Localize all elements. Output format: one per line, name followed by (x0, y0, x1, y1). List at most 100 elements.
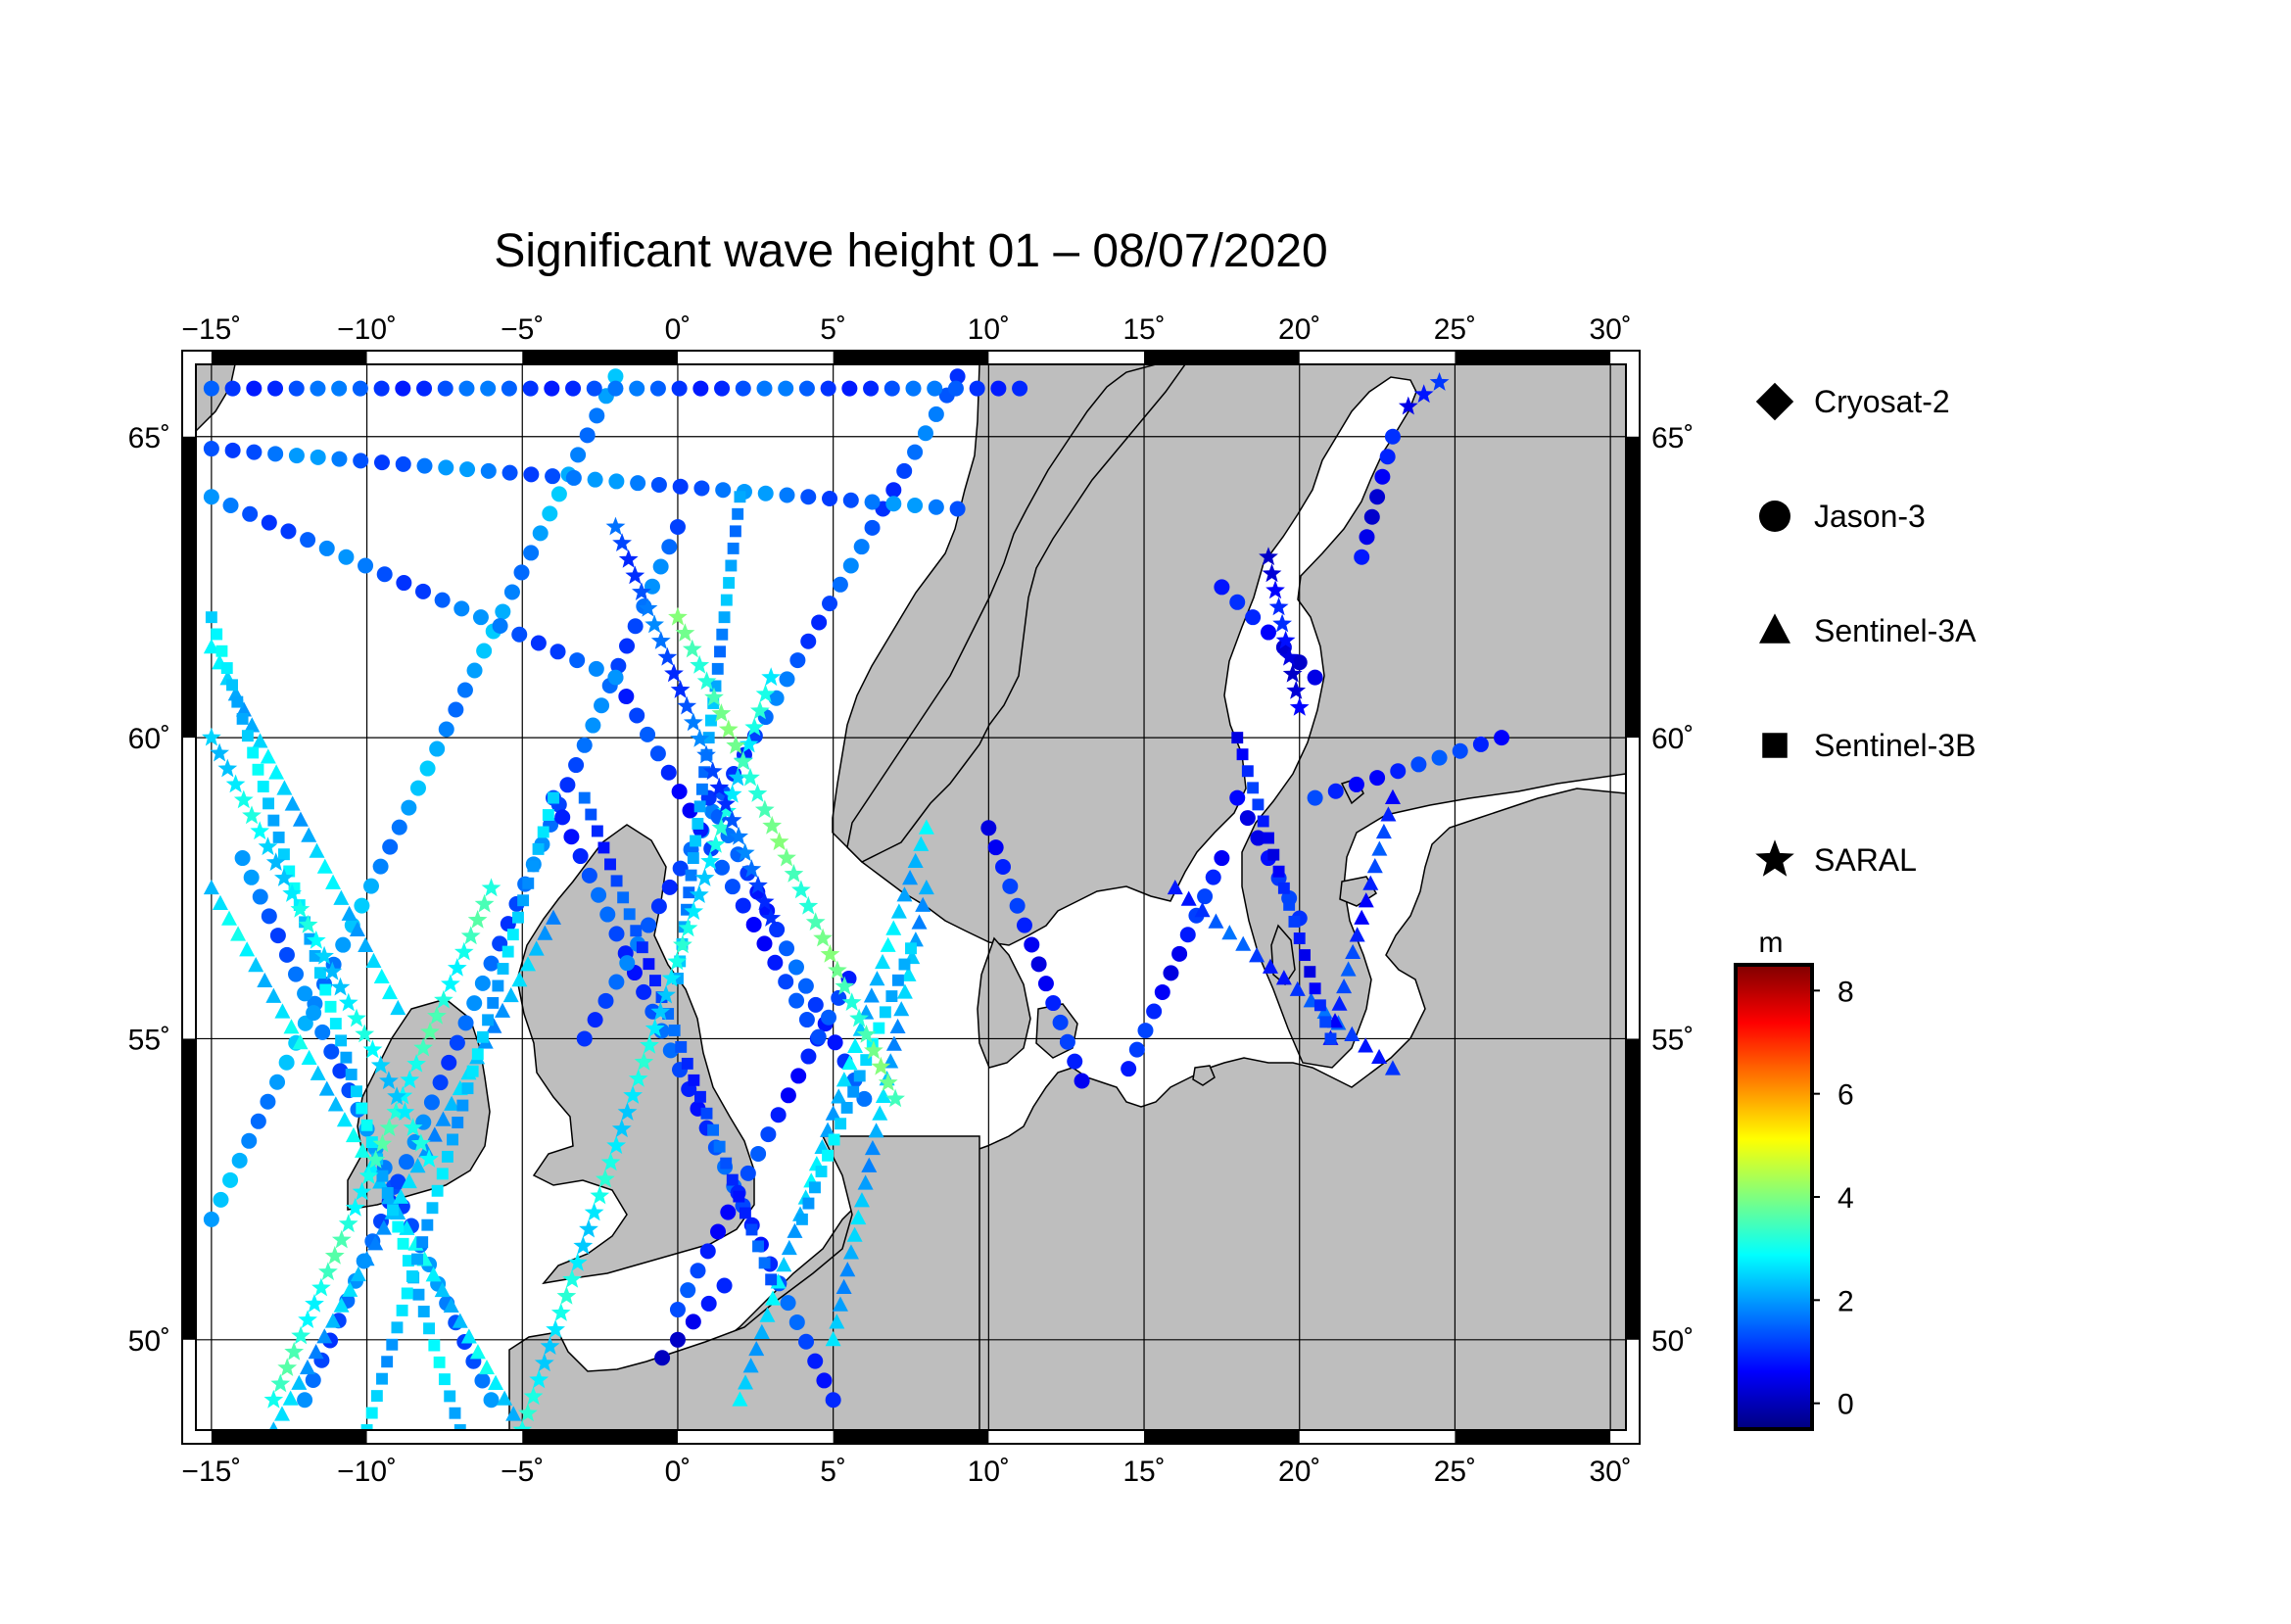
wave-height-observations (202, 368, 1510, 1430)
frame-bar-top (522, 351, 678, 364)
obs-point (683, 886, 695, 899)
obs-point (342, 1281, 358, 1297)
obs-point (225, 774, 246, 793)
obs-point (1059, 1033, 1075, 1050)
obs-point (761, 908, 782, 927)
obs-point (643, 958, 655, 971)
obs-point (288, 448, 305, 464)
track-jason-3-0 (203, 368, 624, 1227)
obs-point (260, 748, 276, 764)
track-sentinel-3b-26 (360, 791, 559, 1430)
obs-point (241, 730, 254, 742)
track-sentinel-3a-20 (203, 639, 406, 1016)
obs-point (605, 516, 626, 536)
obs-point (898, 958, 911, 971)
obs-point (370, 1055, 391, 1075)
obs-point (714, 380, 731, 397)
obs-point (1324, 1032, 1337, 1045)
obs-point (688, 1074, 700, 1086)
obs-point (314, 1024, 331, 1040)
obs-point (779, 671, 795, 688)
obs-point (474, 1372, 491, 1389)
track-saral-34 (605, 516, 782, 927)
obs-point (482, 1014, 495, 1027)
obs-point (305, 1372, 321, 1389)
obs-point (434, 1281, 451, 1298)
obs-point (1319, 1016, 1332, 1028)
obs-point (338, 549, 355, 565)
lon-label-bottom: −15˚ (181, 1456, 241, 1488)
obs-point (288, 380, 305, 397)
obs-point (788, 1314, 805, 1330)
obs-point (822, 596, 838, 612)
obs-point (269, 1074, 286, 1090)
obs-point (379, 1071, 399, 1090)
obs-point (569, 652, 586, 669)
obs-point (556, 1286, 577, 1305)
obs-point (896, 983, 913, 999)
obs-point (1214, 850, 1230, 867)
legend-label: Cryosat-2 (1814, 384, 1950, 419)
obs-point (316, 858, 333, 874)
obs-point (483, 1392, 500, 1409)
obs-point (546, 909, 561, 925)
obs-point (242, 505, 259, 522)
obs-point (1431, 749, 1448, 766)
obs-point (649, 380, 666, 397)
obs-point (278, 946, 295, 963)
obs-point (221, 910, 238, 926)
obs-point (667, 951, 688, 971)
obs-point (630, 925, 643, 937)
obs-point (809, 1181, 821, 1194)
obs-point (800, 489, 817, 505)
obs-point (780, 1295, 796, 1312)
obs-point (853, 539, 870, 555)
obs-point (1331, 995, 1348, 1011)
obs-point (816, 1372, 833, 1389)
obs-point (345, 1126, 361, 1143)
obs-point (718, 719, 739, 739)
obs-point (1288, 915, 1301, 928)
map-title: Significant wave height 01 – 08/07/2020 (494, 225, 1327, 277)
track-saral-33 (668, 606, 905, 1108)
obs-point (722, 810, 742, 829)
obs-point (360, 1424, 373, 1430)
obs-point (406, 1054, 426, 1073)
obs-point (1345, 943, 1361, 960)
obs-point (393, 1188, 409, 1204)
obs-point (474, 893, 495, 913)
obs-point (619, 638, 636, 654)
obs-point (740, 1165, 756, 1181)
obs-point (492, 979, 504, 992)
legend-item-sentinel-3b: Sentinel-3B (1762, 728, 1976, 763)
obs-point (868, 1122, 884, 1138)
obs-point (896, 886, 913, 902)
obs-point (832, 1296, 848, 1312)
obs-point (414, 583, 431, 599)
obs-point (683, 712, 703, 732)
obs-point (350, 1266, 366, 1282)
obs-point (813, 928, 833, 947)
obs-point (1410, 756, 1427, 773)
obs-point (523, 466, 540, 483)
obs-point (640, 726, 656, 742)
lon-label-top: 10˚ (968, 313, 1010, 346)
track-jason-3-8 (203, 489, 624, 686)
obs-point (381, 1187, 394, 1199)
obs-point (672, 860, 689, 877)
obs-point (1171, 945, 1188, 962)
obs-point (438, 459, 454, 476)
obs-point (427, 1006, 447, 1025)
obs-point (268, 1421, 278, 1430)
obs-point (431, 1184, 444, 1197)
obs-point (1283, 898, 1296, 911)
lon-labels-bottom: −15˚ −10˚ −5˚ 0˚ 5˚ 10˚ 15˚ 20˚ 25˚ 30˚ (181, 1456, 1631, 1488)
obs-point (231, 695, 244, 708)
obs-point (1009, 897, 1026, 914)
obs-point (365, 1136, 378, 1149)
lat-label-right: 60˚ (1651, 723, 1694, 755)
obs-point (452, 1117, 464, 1128)
obs-point (662, 1042, 679, 1059)
obs-point (325, 874, 342, 889)
